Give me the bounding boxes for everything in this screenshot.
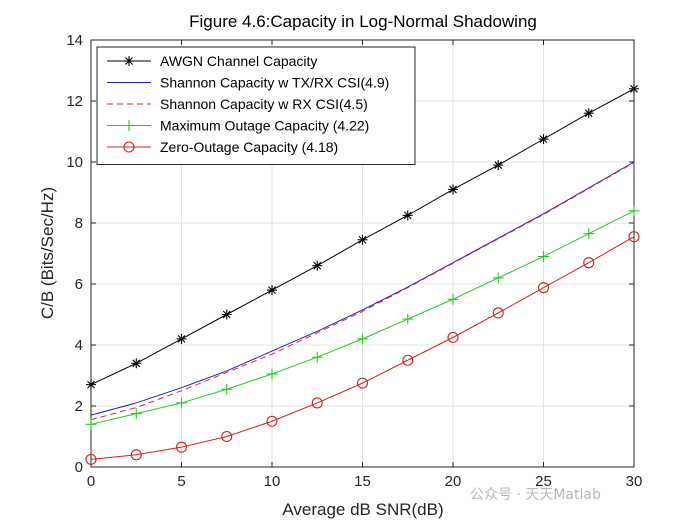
y-axis-label: C/B (Bits/Sec/Hz)	[38, 187, 57, 319]
legend-marker	[124, 56, 134, 66]
data-point	[312, 260, 323, 271]
legend-label: Shannon Capacity w TX/RX CSI(4.9)	[160, 75, 389, 91]
y-tick-label: 14	[66, 32, 83, 49]
data-point	[583, 108, 594, 119]
data-point	[537, 282, 550, 294]
data-point	[492, 272, 504, 284]
series-2	[90, 161, 635, 416]
y-tick-label: 0	[75, 459, 83, 476]
data-point	[492, 307, 504, 319]
data-point	[130, 449, 142, 461]
data-point	[176, 397, 187, 409]
series-4	[85, 205, 640, 430]
legend-label: AWGN Channel Capacity	[160, 53, 317, 69]
data-point	[266, 415, 278, 427]
data-point	[221, 383, 233, 395]
x-tick-label: 15	[354, 473, 371, 490]
x-tick-label: 10	[264, 473, 281, 490]
series-1	[86, 83, 639, 390]
y-tick-label: 4	[75, 337, 83, 354]
legend-box	[96, 46, 416, 165]
legend-entry: Shannon Capacity w TX/RX CSI(4.9)	[107, 75, 389, 91]
data-point	[447, 293, 459, 305]
x-tick-label: 5	[177, 473, 185, 490]
data-point	[402, 210, 413, 221]
data-point	[311, 397, 323, 409]
data-point	[267, 285, 277, 296]
legend-entry: Maximum Outage Capacity (4.22)	[107, 118, 369, 134]
x-tick-label: 25	[535, 473, 552, 490]
data-point	[175, 441, 188, 453]
series-line	[90, 162, 635, 421]
x-axis-label: Average dB SNR(dB)	[282, 500, 443, 519]
data-point	[402, 313, 414, 325]
legend-label: Zero-Outage Capacity (4.18)	[160, 139, 338, 155]
data-point	[628, 231, 640, 243]
x-tick-label: 30	[626, 473, 643, 490]
data-point	[493, 160, 504, 171]
data-point	[176, 333, 187, 344]
data-point	[357, 234, 368, 245]
data-point	[583, 257, 595, 269]
data-point	[85, 418, 97, 430]
series-line	[90, 236, 635, 460]
data-point	[131, 358, 142, 369]
data-point	[221, 430, 233, 443]
data-point	[356, 377, 369, 389]
legend-label: Maximum Outage Capacity (4.22)	[160, 118, 369, 134]
legend: AWGN Channel Capacity Shannon Capacity w …	[96, 46, 416, 165]
legend-marker	[123, 141, 135, 153]
legend-entry: AWGN Channel Capacity	[107, 53, 317, 69]
data-point	[86, 379, 96, 390]
y-tick-label: 8	[75, 215, 83, 232]
y-tick-label: 2	[75, 398, 83, 415]
data-point	[629, 83, 639, 94]
legend-label: Shannon Capacity w RX CSI(4.5)	[160, 96, 368, 112]
data-point	[130, 408, 142, 420]
x-tick-label: 20	[445, 473, 462, 490]
data-point	[628, 205, 640, 217]
legend-marker	[123, 120, 135, 131]
x-tick-label: 0	[87, 473, 95, 490]
series-3	[90, 162, 635, 421]
legend-entry: Zero-Outage Capacity (4.18)	[107, 139, 338, 155]
data-point	[583, 228, 595, 240]
data-point	[221, 309, 232, 320]
data-point	[357, 333, 368, 345]
y-tick-label: 10	[66, 154, 83, 171]
y-tick-label: 12	[66, 93, 83, 110]
data-point	[447, 331, 459, 343]
series-5	[85, 231, 640, 465]
data-point	[402, 354, 414, 366]
chart-title: Figure 4.6:Capacity in Log-Normal Shadow…	[189, 12, 537, 31]
data-point	[538, 251, 549, 263]
data-point	[448, 184, 458, 195]
series-line	[90, 161, 635, 416]
data-point	[85, 453, 97, 465]
data-point	[266, 368, 278, 380]
y-tick-label: 6	[75, 276, 83, 293]
data-point	[538, 134, 549, 145]
data-point	[311, 351, 323, 363]
legend-entry: Shannon Capacity w RX CSI(4.5)	[107, 96, 368, 112]
watermark: 公众号 · 天天Matlab	[470, 487, 601, 503]
